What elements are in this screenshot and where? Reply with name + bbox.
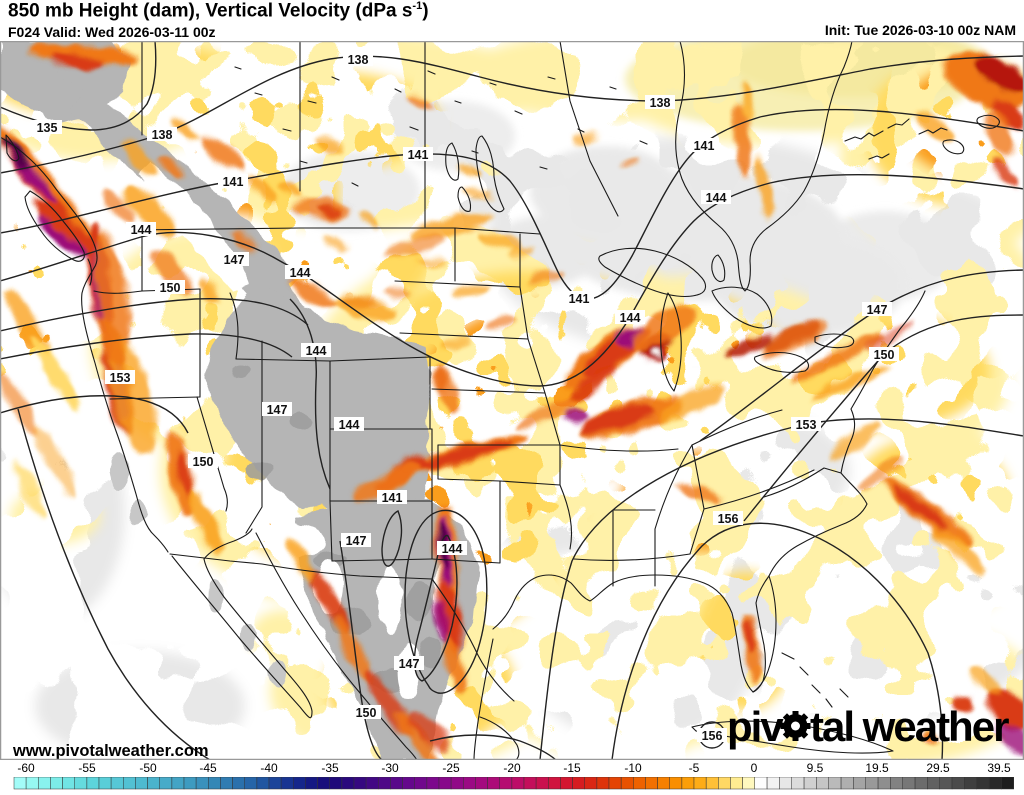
svg-text:153: 153	[796, 418, 817, 432]
svg-text:piv: piv	[727, 703, 784, 750]
svg-text:147: 147	[399, 657, 420, 671]
svg-text:144: 144	[290, 266, 311, 280]
svg-text:144: 144	[620, 311, 641, 325]
svg-text:141: 141	[223, 175, 244, 189]
svg-text:141: 141	[408, 148, 429, 162]
svg-text:138: 138	[348, 53, 369, 67]
svg-text:150: 150	[193, 455, 214, 469]
svg-text:144: 144	[306, 344, 327, 358]
svg-text:141: 141	[694, 139, 715, 153]
svg-text:tal weather: tal weather	[810, 703, 1009, 750]
svg-text:141: 141	[569, 292, 590, 306]
svg-text:150: 150	[160, 281, 181, 295]
svg-text:144: 144	[706, 191, 727, 205]
svg-text:147: 147	[346, 534, 367, 548]
svg-text:153: 153	[110, 371, 131, 385]
svg-text:www.pivotalweather.com: www.pivotalweather.com	[12, 742, 209, 760]
svg-text:138: 138	[650, 96, 671, 110]
svg-text:135: 135	[37, 121, 58, 135]
svg-text:156: 156	[702, 729, 723, 743]
svg-text:147: 147	[867, 303, 888, 317]
svg-text:144: 144	[339, 418, 360, 432]
svg-text:150: 150	[874, 348, 895, 362]
svg-text:144: 144	[442, 542, 463, 556]
svg-text:150: 150	[356, 706, 377, 720]
svg-text:141: 141	[382, 491, 403, 505]
svg-text:156: 156	[718, 512, 739, 526]
svg-text:147: 147	[267, 403, 288, 417]
svg-text:147: 147	[224, 253, 245, 267]
svg-text:144: 144	[131, 223, 152, 237]
svg-text:138: 138	[152, 128, 173, 142]
